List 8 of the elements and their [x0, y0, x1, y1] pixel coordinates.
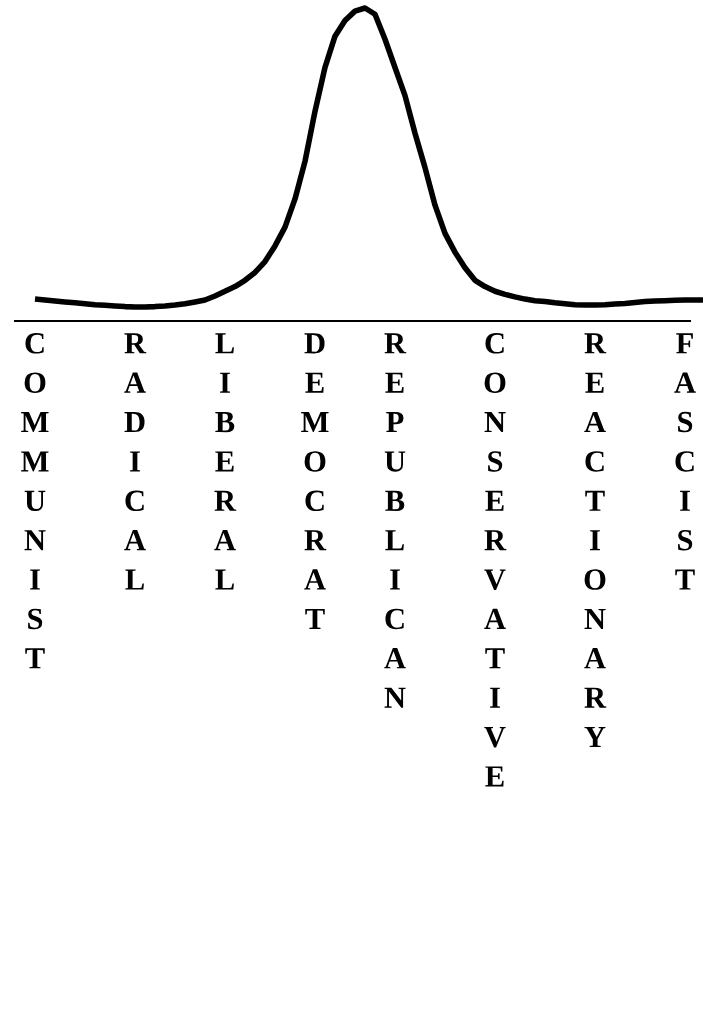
x-tick-label: FASCIST	[674, 333, 696, 590]
category-label: COMMUNIST	[21, 333, 49, 669]
category-label: REACTIONARY	[584, 333, 607, 748]
category-label: REPUBLICAN	[384, 333, 407, 708]
x-tick-label: LIBERAL	[214, 333, 237, 590]
x-tick-label: RADICAL	[124, 333, 147, 590]
x-tick-label: DEMOCRAT	[301, 333, 329, 629]
category-label: CONSERVATIVE	[484, 333, 507, 787]
